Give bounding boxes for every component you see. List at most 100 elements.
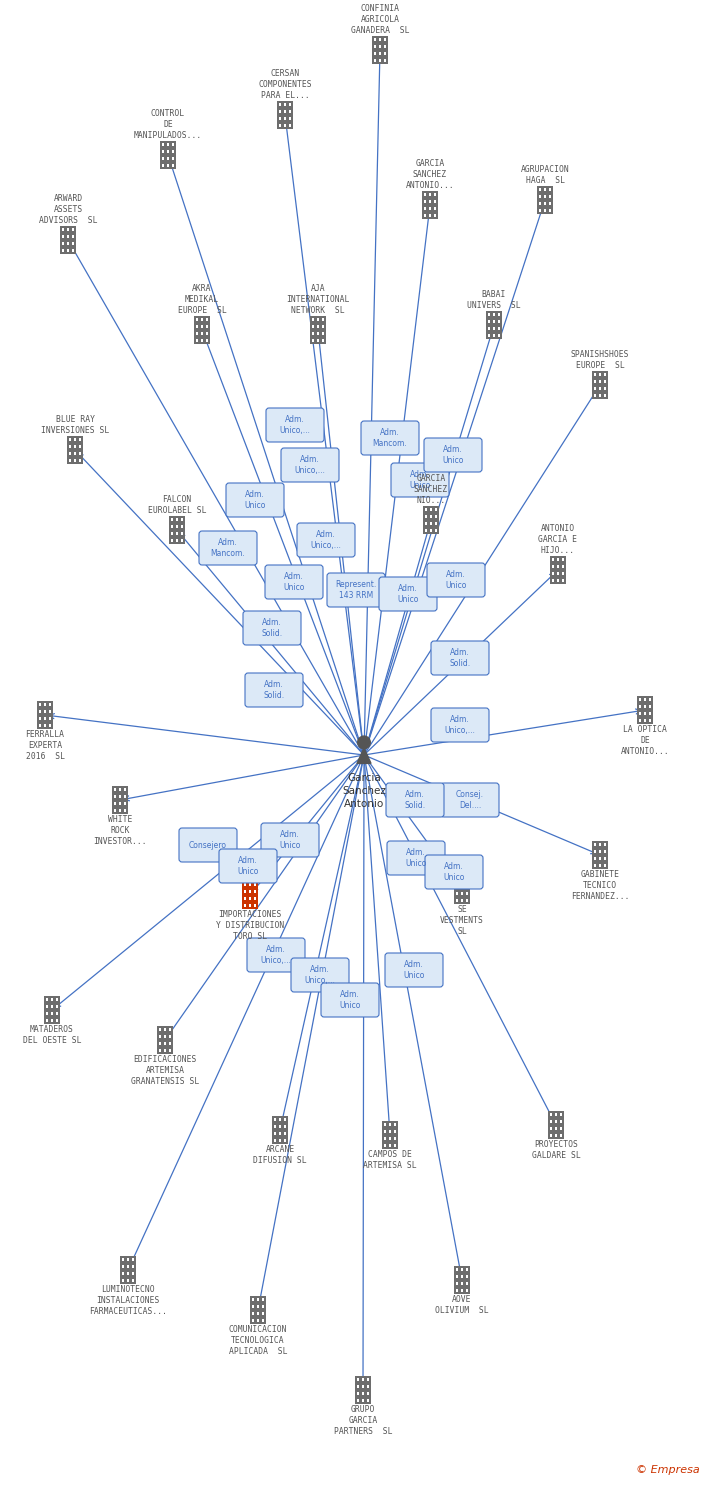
FancyBboxPatch shape — [162, 142, 164, 146]
FancyBboxPatch shape — [355, 1376, 371, 1404]
FancyBboxPatch shape — [430, 522, 432, 525]
FancyBboxPatch shape — [247, 938, 305, 972]
FancyBboxPatch shape — [456, 1290, 458, 1292]
FancyBboxPatch shape — [435, 530, 438, 532]
Text: Adm.
Solid.: Adm. Solid. — [449, 648, 470, 668]
Text: Adm.
Unico: Adm. Unico — [409, 471, 431, 489]
FancyBboxPatch shape — [176, 518, 178, 520]
FancyBboxPatch shape — [562, 579, 564, 582]
Text: AJA
INTERNATIONAL
NETWORK  SL: AJA INTERNATIONAL NETWORK SL — [286, 284, 349, 315]
FancyBboxPatch shape — [317, 339, 319, 342]
FancyBboxPatch shape — [196, 318, 198, 321]
FancyBboxPatch shape — [539, 188, 541, 190]
Text: Adm.
Unico: Adm. Unico — [280, 831, 301, 849]
FancyBboxPatch shape — [557, 558, 559, 561]
FancyBboxPatch shape — [284, 104, 286, 105]
Text: ARCANE
DIFUSION SL: ARCANE DIFUSION SL — [253, 1144, 306, 1166]
FancyBboxPatch shape — [46, 1005, 48, 1008]
Text: Adm.
Unico,...: Adm. Unico,... — [304, 966, 336, 984]
FancyBboxPatch shape — [122, 1272, 124, 1275]
FancyBboxPatch shape — [201, 326, 203, 328]
FancyBboxPatch shape — [367, 1378, 369, 1380]
Text: BLUE RAY
INVERSIONES SL: BLUE RAY INVERSIONES SL — [41, 416, 109, 435]
FancyBboxPatch shape — [262, 1312, 264, 1316]
FancyBboxPatch shape — [249, 884, 251, 885]
FancyBboxPatch shape — [594, 843, 596, 846]
FancyBboxPatch shape — [461, 1282, 463, 1286]
FancyBboxPatch shape — [56, 1013, 58, 1016]
FancyBboxPatch shape — [557, 579, 559, 582]
FancyBboxPatch shape — [466, 878, 468, 880]
Text: Adm.
Mancom.: Adm. Mancom. — [373, 429, 408, 447]
Text: GRUPO
GARCIA
PARTNERS  SL: GRUPO GARCIA PARTNERS SL — [333, 1406, 392, 1435]
FancyBboxPatch shape — [649, 720, 651, 722]
Text: Adm.
Unico: Adm. Unico — [245, 490, 266, 510]
FancyBboxPatch shape — [422, 190, 438, 219]
FancyBboxPatch shape — [39, 704, 41, 705]
FancyBboxPatch shape — [312, 326, 314, 328]
FancyBboxPatch shape — [169, 1035, 171, 1038]
FancyBboxPatch shape — [425, 855, 483, 889]
FancyBboxPatch shape — [394, 1124, 396, 1125]
FancyBboxPatch shape — [599, 856, 601, 859]
Text: Adm.
Solid.: Adm. Solid. — [264, 681, 285, 699]
FancyBboxPatch shape — [44, 710, 46, 712]
FancyBboxPatch shape — [279, 110, 281, 112]
FancyBboxPatch shape — [122, 1258, 124, 1260]
FancyBboxPatch shape — [599, 387, 601, 390]
FancyBboxPatch shape — [124, 788, 126, 790]
FancyBboxPatch shape — [74, 446, 76, 448]
FancyBboxPatch shape — [317, 332, 319, 334]
FancyBboxPatch shape — [119, 802, 121, 806]
FancyBboxPatch shape — [201, 318, 203, 321]
FancyBboxPatch shape — [39, 710, 41, 712]
FancyBboxPatch shape — [289, 110, 291, 112]
FancyBboxPatch shape — [557, 566, 559, 568]
FancyBboxPatch shape — [171, 540, 173, 542]
FancyBboxPatch shape — [245, 674, 303, 706]
FancyBboxPatch shape — [284, 124, 286, 128]
FancyBboxPatch shape — [206, 339, 208, 342]
FancyBboxPatch shape — [379, 45, 381, 48]
FancyBboxPatch shape — [539, 202, 541, 206]
FancyBboxPatch shape — [604, 864, 606, 867]
FancyBboxPatch shape — [266, 408, 324, 442]
FancyBboxPatch shape — [435, 509, 438, 510]
FancyBboxPatch shape — [69, 438, 71, 441]
FancyBboxPatch shape — [594, 856, 596, 859]
FancyBboxPatch shape — [321, 982, 379, 1017]
FancyBboxPatch shape — [384, 1130, 386, 1132]
FancyBboxPatch shape — [181, 525, 183, 528]
FancyBboxPatch shape — [456, 1275, 458, 1278]
Text: Adm.
Unico: Adm. Unico — [443, 862, 464, 882]
FancyBboxPatch shape — [56, 1020, 58, 1022]
FancyBboxPatch shape — [242, 880, 258, 909]
FancyBboxPatch shape — [44, 996, 60, 1024]
FancyBboxPatch shape — [461, 1268, 463, 1270]
FancyBboxPatch shape — [431, 708, 489, 742]
Text: GARCIA
SANCHEZ
NIO...: GARCIA SANCHEZ NIO... — [414, 474, 448, 506]
FancyBboxPatch shape — [604, 850, 606, 853]
FancyBboxPatch shape — [649, 698, 651, 700]
FancyBboxPatch shape — [599, 850, 601, 853]
FancyBboxPatch shape — [466, 1275, 468, 1278]
FancyBboxPatch shape — [394, 1144, 396, 1148]
FancyBboxPatch shape — [384, 60, 386, 62]
FancyBboxPatch shape — [279, 1140, 281, 1142]
FancyBboxPatch shape — [367, 1392, 369, 1395]
FancyBboxPatch shape — [549, 195, 551, 198]
FancyBboxPatch shape — [357, 1392, 359, 1395]
FancyBboxPatch shape — [60, 225, 76, 255]
FancyBboxPatch shape — [284, 1140, 286, 1142]
Text: © Empresa: © Empresa — [636, 1466, 700, 1474]
FancyBboxPatch shape — [639, 720, 641, 722]
FancyBboxPatch shape — [604, 856, 606, 859]
FancyBboxPatch shape — [62, 228, 64, 231]
Text: Adm.
Unico: Adm. Unico — [283, 573, 305, 591]
FancyBboxPatch shape — [159, 1050, 161, 1052]
FancyBboxPatch shape — [424, 506, 439, 534]
Text: Adm.
Unico,...: Adm. Unico,... — [445, 716, 475, 735]
FancyBboxPatch shape — [252, 1320, 254, 1322]
FancyBboxPatch shape — [552, 558, 554, 561]
FancyBboxPatch shape — [498, 334, 500, 338]
